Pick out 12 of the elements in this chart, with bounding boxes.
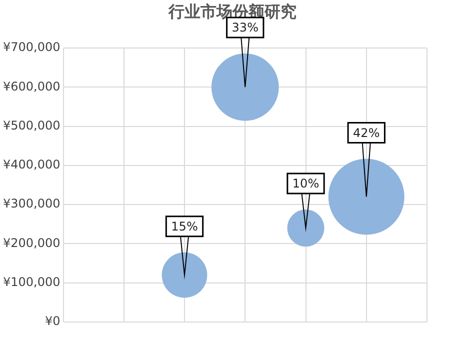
data-label: 10% xyxy=(292,176,320,191)
y-tick-label: ¥500,000 xyxy=(2,118,60,132)
y-tick-label: ¥300,000 xyxy=(2,196,60,211)
y-tick-label: ¥0 xyxy=(44,314,60,328)
y-tick-label: ¥200,000 xyxy=(2,236,60,250)
data-label: 33% xyxy=(232,20,258,35)
data-label: 42% xyxy=(353,126,380,140)
y-tick-label: ¥400,000 xyxy=(2,158,60,172)
y-tick-label: ¥700,000 xyxy=(2,40,60,54)
y-tick-label: ¥100,000 xyxy=(2,274,60,289)
data-label: 15% xyxy=(171,219,198,234)
y-tick-label: ¥600,000 xyxy=(2,79,60,94)
